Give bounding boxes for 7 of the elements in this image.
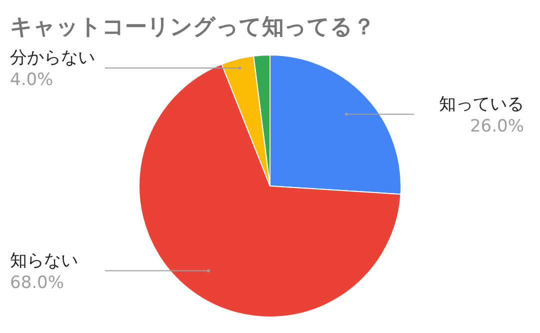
chart-title: キャットコーリングって知ってる？	[10, 15, 375, 40]
slice-label: 分からない	[10, 48, 95, 68]
slice-label: 知らない	[10, 250, 78, 271]
slice-label: 知っている	[439, 94, 524, 114]
data-label: 26.0%	[470, 116, 524, 136]
data-label: 4.0%	[10, 70, 54, 90]
data-label: 68.0%	[10, 272, 64, 293]
